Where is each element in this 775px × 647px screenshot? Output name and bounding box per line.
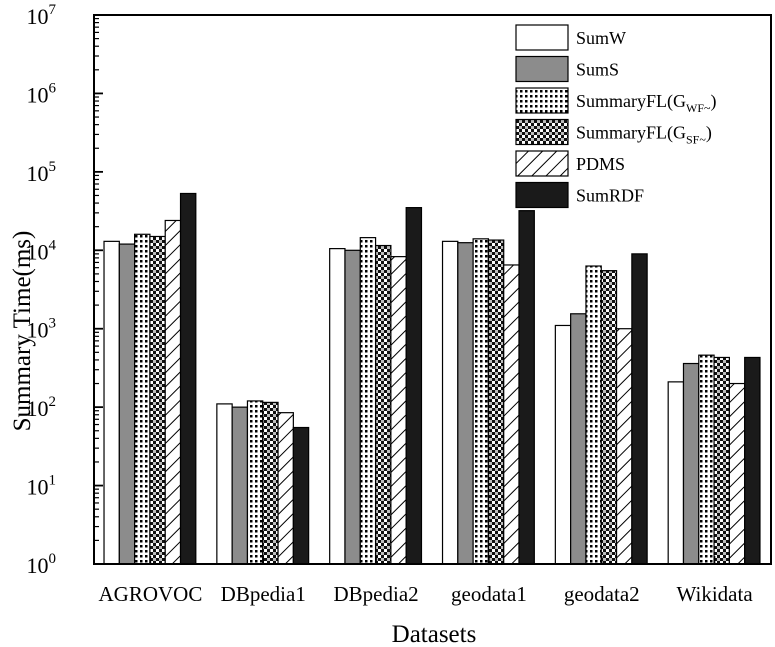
bar-black-0 [179,192,197,565]
legend: SumW SumS SummaryFL(GWF~) SummaryFL(GSF~) PD… [515,24,717,209]
legend-label: PDMS [576,154,625,174]
axes: 100 101 102 103 104 105 106 107 AGROVOC DBpedia1 D… [27,2,772,606]
legend-label: SummaryFL(GSF~) [576,123,712,147]
bar-dots-3 [472,238,490,565]
bar-black-3 [518,210,535,565]
y-tick-label: 104 [27,237,57,264]
bar-hatch-5 [728,382,746,565]
legend-label: SummaryFL(GWF~) [576,91,717,115]
bar-dots-0 [134,233,151,565]
plot-frame [93,14,772,565]
bar-checker-2 [374,244,392,565]
x-axis-title: Datasets [392,621,477,647]
bar-black-1 [292,426,310,565]
y-tick-label: 103 [27,316,57,343]
bar-checker-3 [487,239,505,565]
bar-gray-3 [457,242,474,565]
bar-hatch-4 [615,328,633,565]
y-tick-label: 102 [27,394,57,421]
bar-white-2 [329,248,346,565]
bar-gray-5 [682,362,700,565]
y-tick-label: 107 [27,2,57,29]
bar-checker-5 [713,356,730,565]
bar-hatch-1 [277,412,294,565]
bar-white-3 [441,240,459,565]
bar-dots-1 [246,400,264,565]
bar-white-4 [554,324,572,565]
legend-label: SumRDF [576,186,644,206]
x-tick-label: Wikidata [677,582,754,606]
legend-label: SumS [576,60,619,80]
y-tick-label: 106 [27,80,57,107]
bar-hatch-2 [390,256,407,565]
bar-white-5 [667,381,685,565]
bar-black-5 [744,356,761,565]
bar-gray-4 [570,313,587,565]
bar-gray-0 [118,243,136,565]
bar-white-1 [216,403,233,565]
x-tick-label: AGROVOC [98,582,202,606]
y-tick-label: 105 [27,159,57,186]
bar-gray-1 [231,406,249,565]
y-axis-title: Summary Time(ms) [9,231,36,432]
bar-dots-5 [698,354,715,565]
y-tick-label: 101 [27,473,57,500]
bar-checker-1 [262,401,279,565]
bar-dots-4 [585,265,602,565]
bar-black-2 [405,207,423,565]
legend-swatch-gray [515,55,569,83]
x-tick-label: DBpedia2 [334,582,419,606]
bar-hatch-3 [503,264,520,565]
bar-hatch-0 [164,219,182,565]
bar-checker-4 [600,270,618,565]
bar-checker-0 [149,235,166,565]
bar-gray-2 [344,249,361,565]
legend-swatch-dots [515,87,569,114]
bar-white-0 [103,240,120,565]
x-tick-label: geodata1 [451,582,527,606]
legend-swatch-hatch [515,150,569,177]
x-tick-label: DBpedia1 [221,582,306,606]
bars [103,192,761,565]
legend-label: SumW [576,28,626,48]
bar-dots-2 [359,237,377,565]
bar-black-4 [631,253,648,565]
y-tick-label: 100 [27,551,57,578]
legend-swatch-black [515,181,569,209]
legend-swatch-white [515,24,569,51]
x-tick-label: geodata2 [564,582,640,606]
legend-swatch-checker [515,118,569,146]
